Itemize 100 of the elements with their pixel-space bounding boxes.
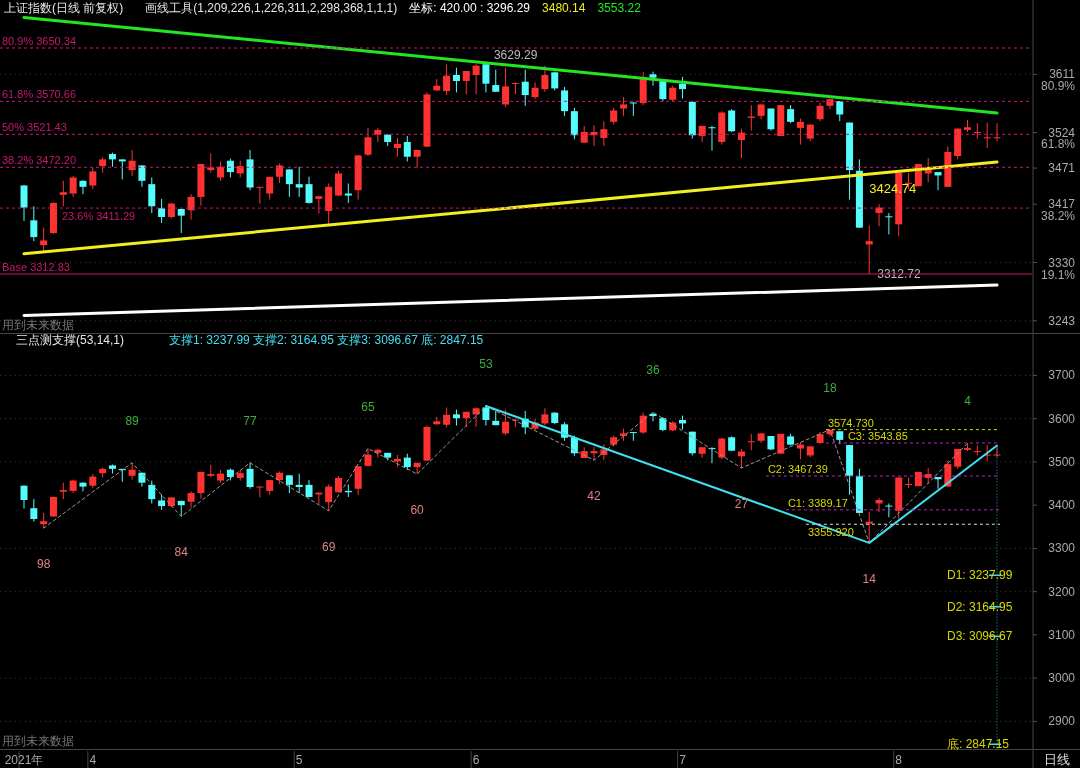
annotation: 用到未来数据 [2,733,74,748]
candlestick [89,166,97,190]
y-tick-label: 3243 [1048,313,1076,328]
ref-line-label: 3574.730 [827,416,874,429]
chart-title: 上证指数(日线 前复权) [4,1,124,15]
annotation: 65 [361,399,375,414]
ref-line-label: C1: 3389.17 [787,496,848,509]
candlestick [354,465,362,496]
candlestick [40,227,48,252]
candlestick [482,61,490,93]
annotation: 18 [823,380,837,395]
ref-line-label: 23.6% 3411.29 [62,210,136,223]
y2-tick-label: 19.1% [1040,267,1076,282]
annotation: 4 [964,394,972,409]
candlestick [256,486,264,498]
candlestick [600,120,608,147]
ref-line-label: 底: 2847.15 [947,737,1010,752]
candlestick [541,65,549,93]
ref-line-label: 61.8% 3570.66 [2,88,77,101]
candlestick [796,118,804,146]
candlestick [20,184,28,222]
candlestick [629,101,637,117]
candlestick [521,69,529,107]
candlestick [973,122,981,140]
candlestick [639,412,647,435]
candlestick [305,176,313,205]
x-tick-label: 2021年 [4,753,44,767]
annotation: 3553.22 [597,1,642,15]
y-tick-label: 3611 [1049,67,1076,82]
y-tick-label: 3000 [1048,671,1076,686]
candlestick [413,149,421,168]
x-tick-label: 8 [895,753,903,767]
candlestick [325,483,333,512]
candlestick [197,471,205,500]
candlestick [148,480,156,504]
annotation: 27 [734,496,749,511]
y-tick-label: 3600 [1048,411,1076,426]
annotation: 77 [243,413,258,428]
candlestick [934,476,942,490]
candlestick [138,164,146,188]
candlestick [158,198,166,224]
candlestick [502,409,510,436]
candlestick [728,108,736,133]
ref-line-label: 50% 3521.43 [2,121,67,134]
annotation: 89 [125,413,140,428]
candlestick [443,406,451,428]
chart-subtitle: 支撑1: 3237.99 支撑2: 3164.95 支撑3: 3096.67 底: 2847.15 [169,333,484,347]
candlestick [207,152,215,174]
candlestick [295,166,303,198]
candlestick [934,171,942,191]
candlestick [865,225,873,275]
annotation: 60 [410,503,425,518]
candlestick [335,170,343,197]
x-tick-label: 6 [472,753,480,767]
y-tick-label: 3300 [1048,541,1076,556]
chart-title: 三点测支撑(53,14,1) [16,333,125,347]
candlestick [128,149,136,177]
annotation: 坐标: 420.00 : 3296.29 [409,1,531,15]
x-tick-label: 7 [679,753,687,767]
y-tick-label: 3400 [1048,498,1076,513]
candlestick [413,462,421,475]
candlestick [787,104,795,124]
annotation: 53 [479,357,493,372]
candlestick [718,437,726,460]
annotation: 84 [174,545,189,560]
candlestick [246,462,254,490]
candlestick [541,407,549,426]
candlestick [30,205,38,242]
candlestick [393,137,401,158]
ref-line-label: 38.2% 3472.20 [2,154,77,167]
ref-line-label: D2: 3164.95 [947,599,1013,614]
candlestick [885,502,893,518]
y-tick-label: 3200 [1048,584,1076,599]
candlestick [836,100,844,122]
candlestick [20,484,28,510]
candlestick [226,158,234,178]
candlestick [79,179,87,195]
text: 日线 [1044,752,1070,767]
candlestick [344,182,352,204]
annotation: 36 [646,363,660,378]
y2-tick-label: 61.8% [1040,137,1076,152]
annotation: 用到未来数据 [2,317,74,332]
annotation: 98 [36,557,51,572]
candlestick [256,186,264,205]
candlestick [993,122,1001,142]
text: 3312.72 [877,267,921,282]
ref-line-label: C3: 3543.85 [847,429,908,442]
candlestick [511,81,519,95]
candlestick [983,122,991,149]
candlestick [177,208,185,234]
candlestick [118,158,126,180]
candlestick [148,176,156,214]
x-tick-label: 4 [89,753,97,767]
candlestick [472,406,480,428]
candlestick [747,433,755,451]
ref-line-label: C2: 3467.39 [767,463,828,476]
candlestick [128,462,136,481]
candlestick [187,490,195,509]
y-tick-label: 3700 [1048,368,1076,383]
candlestick [79,481,87,492]
